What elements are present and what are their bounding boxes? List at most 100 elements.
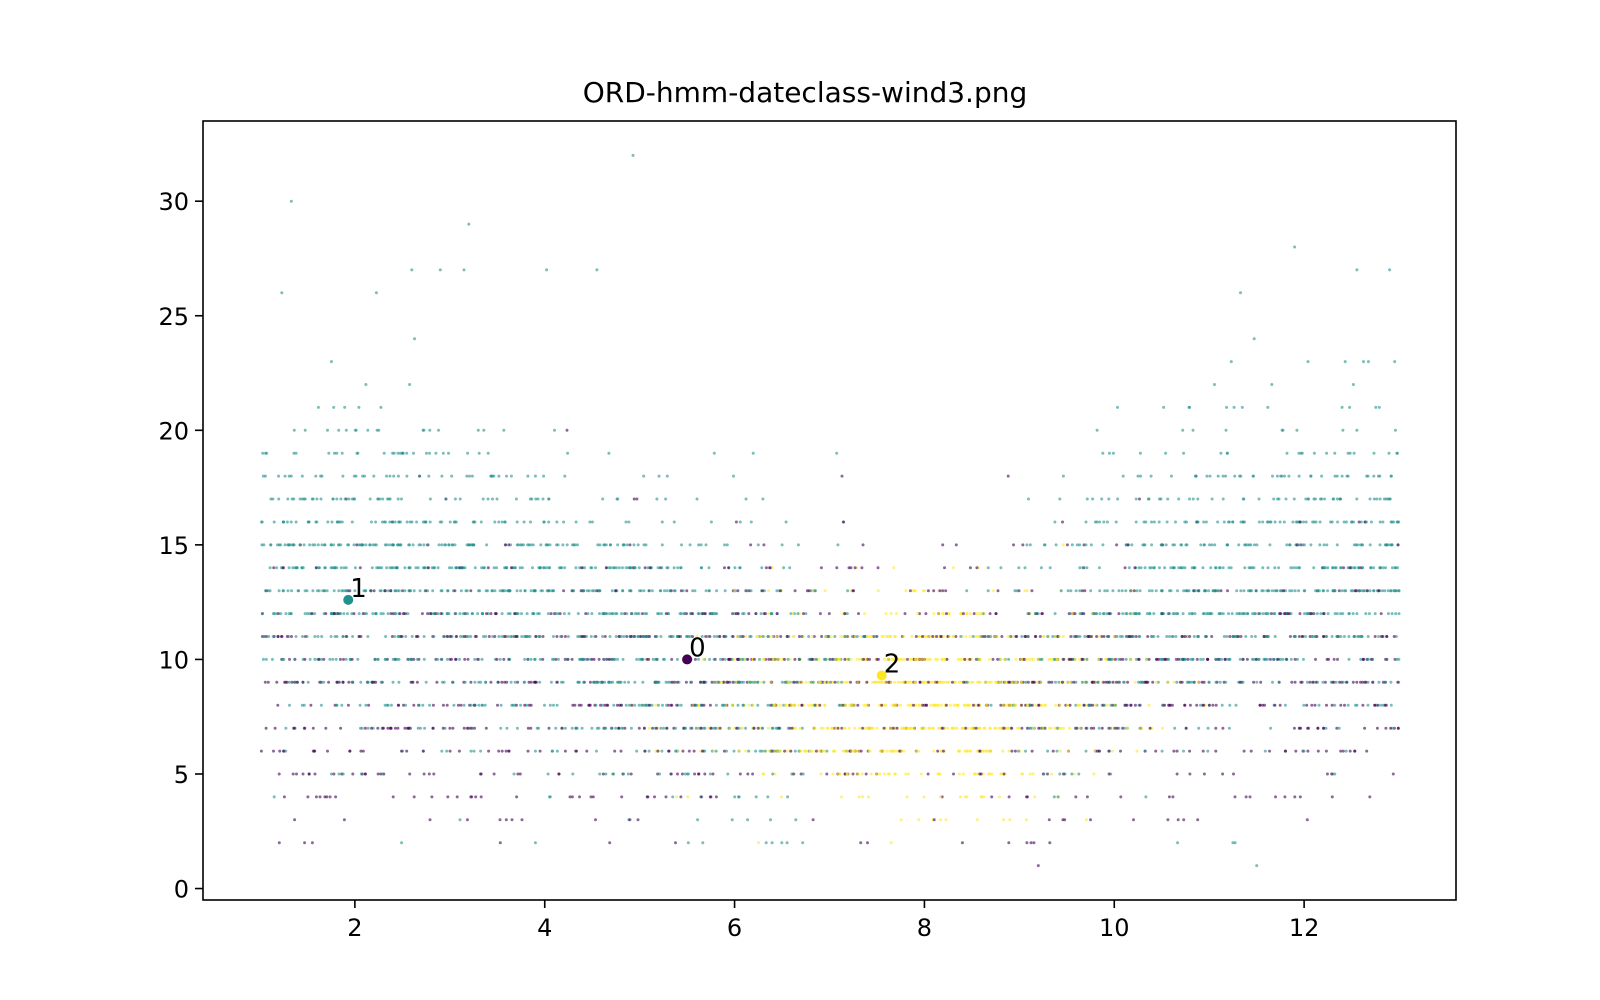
data-point (869, 772, 873, 776)
data-point (993, 635, 996, 638)
data-point (667, 749, 671, 753)
data-point (303, 589, 307, 593)
data-point (1261, 566, 1265, 570)
data-point (399, 543, 403, 547)
data-point (293, 680, 297, 684)
data-point (1036, 657, 1040, 661)
data-point (970, 726, 973, 730)
data-point (1046, 772, 1049, 776)
data-point (1273, 520, 1277, 524)
data-point (780, 657, 784, 661)
y-tick-label: 30 (158, 188, 189, 216)
data-point (779, 635, 783, 638)
data-point (893, 680, 897, 684)
data-point (784, 520, 788, 524)
data-point (936, 749, 940, 753)
data-point (284, 726, 288, 730)
data-point (582, 589, 586, 593)
data-point (701, 841, 705, 845)
data-point (1184, 726, 1188, 730)
data-point (1053, 635, 1057, 638)
data-point (1355, 612, 1359, 616)
data-point (808, 657, 812, 661)
data-point (1058, 749, 1062, 753)
data-point (1344, 520, 1348, 524)
data-point (1105, 612, 1109, 616)
data-point (382, 520, 386, 524)
data-point (1017, 749, 1020, 753)
data-point (1368, 543, 1372, 547)
data-point (378, 589, 382, 593)
data-point (999, 657, 1003, 661)
data-point (1273, 703, 1277, 707)
data-point (1339, 703, 1343, 707)
data-point (933, 703, 937, 707)
x-tick-label: 6 (727, 914, 742, 942)
data-point (622, 543, 626, 547)
data-point (723, 543, 727, 547)
data-point (509, 566, 513, 570)
data-point (416, 635, 420, 638)
data-point (660, 566, 664, 570)
data-point (533, 474, 537, 478)
data-point (655, 497, 659, 501)
data-point (376, 497, 380, 501)
data-point (427, 474, 431, 478)
data-point (1239, 635, 1243, 638)
data-point (1272, 497, 1276, 501)
data-point (1299, 726, 1303, 730)
data-point (410, 268, 414, 272)
data-point (896, 680, 900, 684)
data-point (981, 772, 985, 776)
data-point (426, 566, 430, 570)
data-point (456, 703, 460, 707)
data-point (921, 703, 925, 707)
data-point (986, 635, 990, 638)
data-point (1090, 612, 1094, 616)
data-point (1107, 612, 1111, 616)
data-point (1147, 703, 1151, 707)
data-point (308, 657, 312, 661)
data-point (1300, 635, 1304, 638)
data-point (1387, 451, 1391, 455)
data-point (751, 703, 755, 707)
data-point (1037, 726, 1041, 730)
data-point (676, 749, 680, 753)
data-point (1137, 680, 1140, 684)
data-point (738, 772, 742, 776)
data-point (1176, 841, 1180, 845)
data-point (1378, 497, 1382, 501)
data-point (1191, 428, 1195, 432)
data-point (1315, 612, 1319, 616)
data-point (1062, 772, 1065, 776)
data-point (381, 612, 385, 616)
data-point (1006, 635, 1010, 638)
data-point (1089, 726, 1093, 730)
data-point (770, 566, 774, 570)
data-point (358, 703, 362, 707)
data-point (1330, 703, 1334, 707)
data-point (1248, 795, 1252, 799)
data-point (1138, 497, 1141, 501)
data-point (295, 680, 299, 684)
data-point (825, 726, 829, 730)
data-point (414, 566, 418, 570)
data-point (493, 589, 497, 593)
data-point (1115, 543, 1119, 547)
data-point (1028, 543, 1032, 547)
data-point (827, 612, 831, 616)
data-point (431, 703, 435, 707)
data-point (1362, 360, 1365, 364)
data-point (1389, 680, 1393, 684)
data-point (1292, 635, 1296, 638)
data-point (1097, 566, 1101, 570)
data-point (1129, 657, 1133, 661)
data-point (766, 703, 770, 707)
data-point (814, 749, 818, 753)
data-point (1106, 635, 1110, 638)
data-point (665, 703, 668, 707)
data-point (458, 657, 461, 661)
data-point (1344, 749, 1348, 753)
data-point (646, 566, 650, 570)
